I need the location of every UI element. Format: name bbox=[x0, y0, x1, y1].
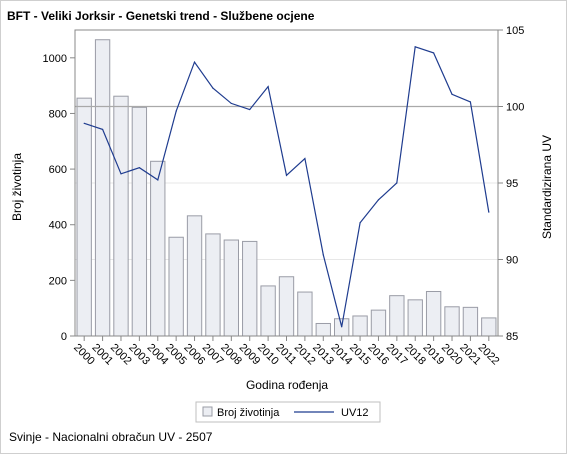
uv12-point bbox=[249, 108, 251, 111]
footer-note: Svinje - Nacionalni obračun UV - 2507 bbox=[9, 430, 213, 444]
bar bbox=[260, 285, 276, 337]
right-tick-label: 105 bbox=[506, 25, 524, 37]
chart-title: BFT - Veliki Jorksir - Genetski trend - … bbox=[7, 9, 315, 23]
uv12-line bbox=[83, 46, 490, 328]
bar bbox=[168, 236, 184, 337]
legend-bar-label: Broj životinja bbox=[217, 407, 280, 419]
uv12-point bbox=[193, 61, 196, 63]
uv12-point bbox=[396, 182, 398, 184]
uv12-point bbox=[488, 211, 490, 213]
right-axis-label: Standardizirana UV bbox=[540, 135, 554, 239]
bar bbox=[352, 315, 368, 337]
bar bbox=[297, 291, 313, 337]
legend: Broj životinja UV12 bbox=[195, 401, 381, 423]
legend-box bbox=[195, 401, 381, 423]
uv12-point bbox=[230, 102, 232, 105]
legend-line-label: UV12 bbox=[341, 407, 369, 419]
left-tick-label: 600 bbox=[49, 164, 67, 176]
bar bbox=[425, 290, 442, 337]
left-tick-label: 200 bbox=[49, 275, 67, 287]
bar bbox=[94, 39, 111, 337]
bar bbox=[481, 317, 497, 337]
bar bbox=[370, 309, 387, 337]
bar bbox=[205, 233, 221, 337]
x-axis: 2000200120022003200420052006200720082009… bbox=[71, 336, 501, 367]
uv12-point bbox=[377, 199, 380, 201]
bar bbox=[462, 306, 479, 337]
bar bbox=[242, 240, 258, 337]
right-axis: 85 90 95 100 105 bbox=[498, 25, 524, 343]
bar bbox=[131, 106, 148, 337]
uv12-point bbox=[138, 167, 140, 169]
uv12-point bbox=[304, 157, 306, 160]
bar bbox=[186, 215, 203, 337]
uv12-point bbox=[285, 174, 288, 176]
uv12-point bbox=[157, 179, 159, 181]
bar bbox=[278, 276, 295, 337]
uv12-point bbox=[341, 326, 343, 328]
left-tick-label: 400 bbox=[49, 220, 67, 232]
left-axis-label: Broj životinja bbox=[10, 153, 24, 221]
bar bbox=[444, 306, 460, 337]
left-tick-label: 0 bbox=[61, 331, 67, 343]
uv12-point bbox=[120, 173, 122, 175]
uv12-point bbox=[469, 101, 472, 103]
uv12-point bbox=[359, 222, 361, 224]
uv12-point bbox=[101, 128, 104, 131]
bar bbox=[76, 97, 92, 337]
x-axis-label: Godina rođenja bbox=[246, 378, 328, 392]
right-tick-label: 85 bbox=[506, 331, 518, 343]
right-tick-label: 90 bbox=[506, 255, 518, 267]
uv12-point bbox=[175, 110, 177, 112]
uv12-point bbox=[212, 87, 214, 89]
uv12-point bbox=[322, 254, 324, 256]
bar bbox=[407, 299, 423, 337]
legend-bar-swatch bbox=[202, 406, 213, 417]
bar bbox=[113, 95, 129, 337]
left-tick-label: 800 bbox=[49, 108, 67, 120]
bar bbox=[223, 239, 239, 337]
bar bbox=[315, 322, 331, 337]
bar bbox=[389, 295, 405, 337]
bars bbox=[76, 39, 497, 337]
right-tick-label: 95 bbox=[506, 178, 518, 190]
right-tick-label: 100 bbox=[506, 102, 524, 114]
uv12-point bbox=[414, 46, 416, 48]
uv12-point bbox=[433, 52, 435, 54]
uv12-point bbox=[267, 86, 269, 88]
bar bbox=[150, 160, 166, 337]
uv12-point bbox=[451, 93, 453, 95]
left-axis: 0 200 400 600 800 1000 bbox=[43, 53, 75, 343]
uv12-point bbox=[83, 122, 85, 124]
left-tick-label: 1000 bbox=[43, 53, 67, 65]
